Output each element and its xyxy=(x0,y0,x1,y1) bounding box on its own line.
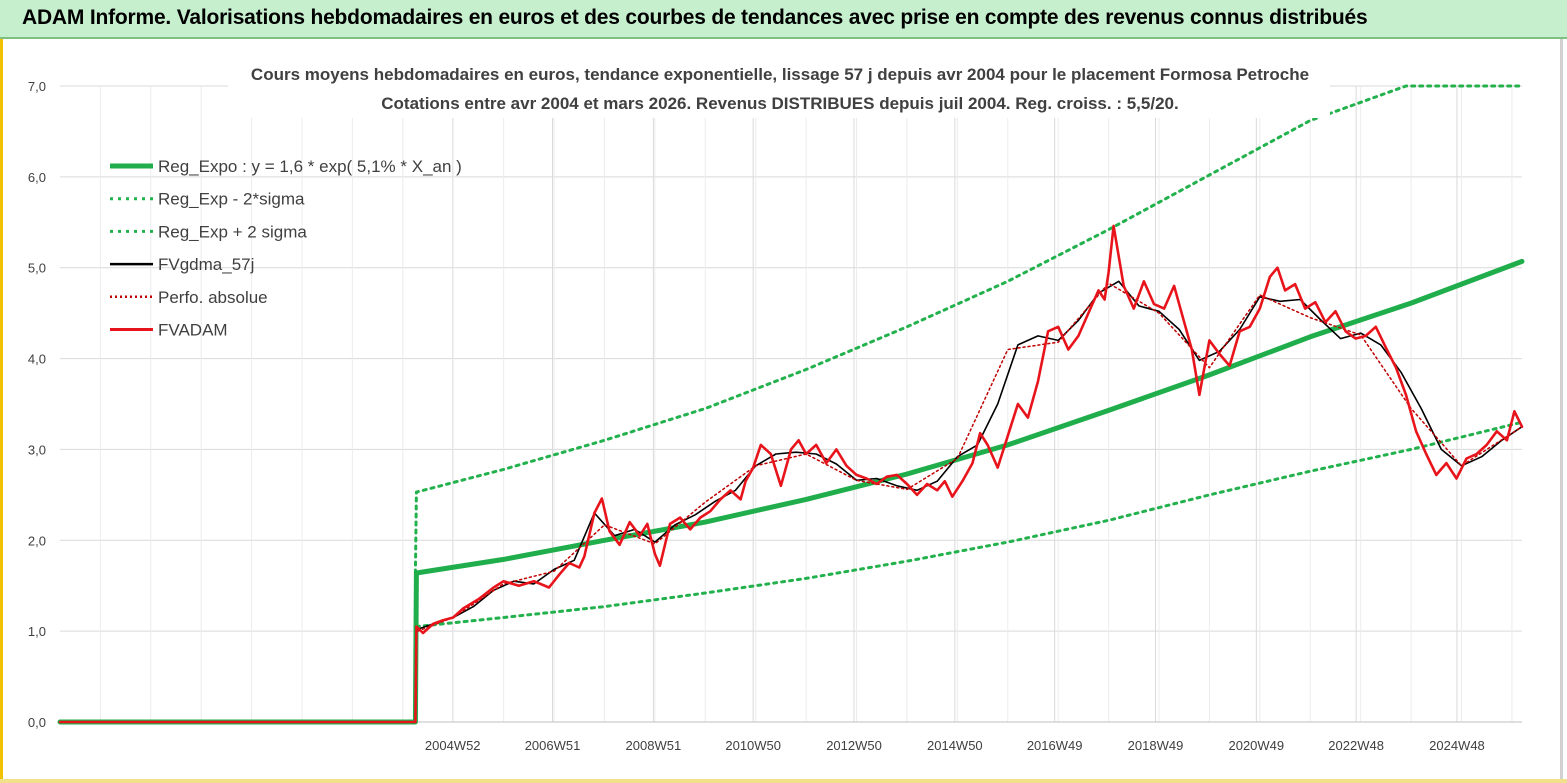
legend-label: Perfo. absolue xyxy=(158,288,268,307)
y-tick-label: 1,0 xyxy=(28,624,46,639)
title-background xyxy=(228,60,1330,118)
y-tick-label: 4,0 xyxy=(28,352,46,367)
grid-lines xyxy=(60,85,1522,723)
x-tick-label: 2012W50 xyxy=(826,738,882,753)
x-tick-label: 2024W48 xyxy=(1429,738,1485,753)
legend-label: Reg_Expo : y = 1,6 * exp( 5,1% * X_an ) xyxy=(158,157,462,176)
banner-title: ADAM Informe. Valorisations hebdomadaire… xyxy=(22,6,1368,29)
series-line-3 xyxy=(417,280,1523,631)
y-tick-label: 5,0 xyxy=(28,261,46,276)
series-line-0 xyxy=(57,258,1525,725)
x-tick-label: 2014W50 xyxy=(927,738,983,753)
series-line-2 xyxy=(413,84,1524,575)
legend-label: Reg_Exp - 2*sigma xyxy=(158,190,305,209)
y-tick-label: 3,0 xyxy=(28,442,46,457)
y-axis: 0,0 1,0 2,0 3,0 4,0 5,0 6,0 7,0 xyxy=(28,79,46,730)
legend-label: Reg_Exp + 2 sigma xyxy=(158,222,307,241)
series-line-1 xyxy=(414,420,1524,629)
y-tick-label: 7,0 xyxy=(28,79,46,94)
legend: Reg_Expo : y = 1,6 * exp( 5,1% * X_an ) R… xyxy=(110,157,462,340)
chart-title: Cours moyens hebdomadaires en euros, ten… xyxy=(251,65,1309,84)
x-tick-label: 2018W49 xyxy=(1128,738,1184,753)
x-tick-label: 2008W51 xyxy=(626,738,682,753)
frame-right-border xyxy=(1560,39,1563,783)
chart-subtitle: Cotations entre avr 2004 et mars 2026. R… xyxy=(381,94,1178,113)
x-tick-label: 2004W52 xyxy=(425,738,481,753)
frame-bottom-border xyxy=(0,779,1567,783)
legend-label: FVgdma_57j xyxy=(158,255,254,274)
x-tick-label: 2010W50 xyxy=(725,738,781,753)
x-tick-label: 2022W48 xyxy=(1328,738,1384,753)
frame-left-border xyxy=(0,39,3,783)
y-tick-label: 6,0 xyxy=(28,170,46,185)
chart: 0,01,02,03,04,05,06,07,0 2004W52 2006W51 2… xyxy=(28,60,1525,753)
x-tick-label: 2006W51 xyxy=(525,738,581,753)
y-tick-label: 2,0 xyxy=(28,533,46,548)
series-line-5 xyxy=(58,224,1524,724)
x-tick-label: 2020W49 xyxy=(1228,738,1284,753)
x-tick-label: 2016W49 xyxy=(1027,738,1083,753)
y-tick-label: 0,0 xyxy=(28,715,46,730)
banner: ADAM Informe. Valorisations hebdomadaire… xyxy=(0,0,1567,39)
series-group xyxy=(57,84,1525,725)
legend-label: FVADAM xyxy=(158,321,228,340)
x-axis: 2004W52 2006W51 2008W51 2010W50 2012W50 2014W… xyxy=(60,721,1522,753)
